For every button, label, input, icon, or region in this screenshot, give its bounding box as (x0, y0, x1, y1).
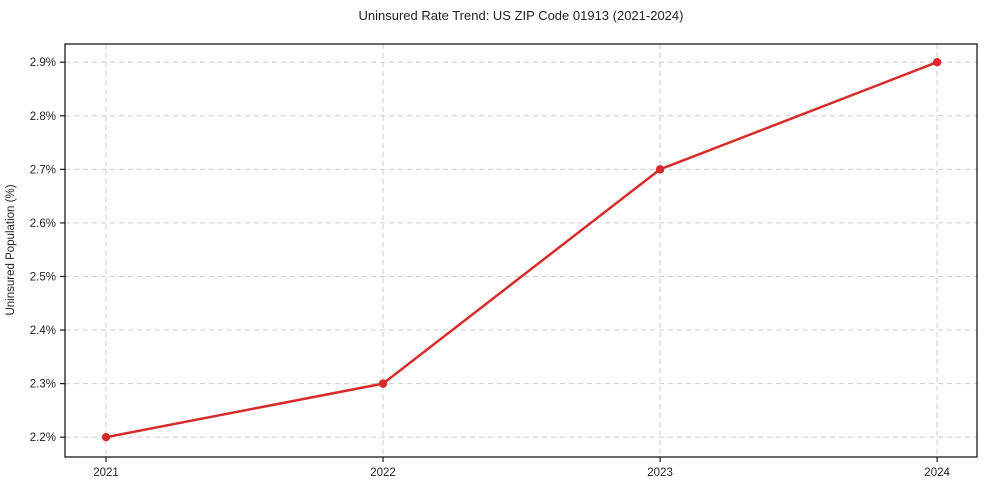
grid-layer (65, 44, 977, 457)
data-point-2023 (655, 165, 665, 174)
chart-title: Uninsured Rate Trend: US ZIP Code 01913 … (359, 8, 684, 23)
y-tick-label: 2.8% (30, 111, 56, 123)
plot-border (64, 43, 978, 458)
y-tick-label: 2.3% (30, 379, 56, 391)
y-tick-label: 2.4% (30, 325, 56, 337)
y-tick-label: 2.2% (30, 432, 56, 444)
tick-layer: 2.2% 2.3% 2.4% 2.5% 2.6% 2.7% 2.8% 2.9% 2021 2022… (30, 57, 951, 479)
y-axis-label: Uninsured Population (%) (5, 184, 17, 315)
y-tick-label: 2.9% (30, 57, 56, 69)
trend-line (104, 60, 939, 439)
data-point-2022 (378, 379, 388, 388)
y-tick-label: 2.6% (30, 218, 56, 230)
x-tick-label: 2022 (370, 467, 396, 479)
x-tick-label: 2023 (647, 467, 673, 479)
x-tick-label: 2021 (93, 467, 119, 479)
data-point-2021 (101, 432, 111, 442)
y-tick-label: 2.7% (30, 164, 56, 176)
y-tick-label: 2.5% (30, 271, 56, 283)
data-point-2024 (932, 58, 942, 67)
x-tick-label: 2024 (924, 467, 950, 479)
series-layer (101, 58, 942, 442)
